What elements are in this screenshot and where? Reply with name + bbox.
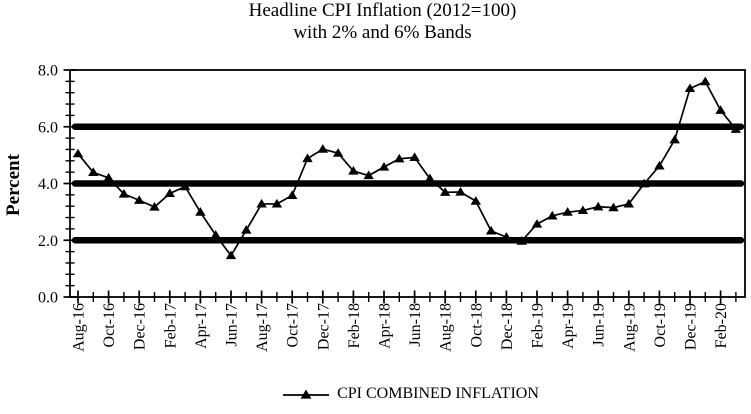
x-tick-label: Feb-20 xyxy=(713,303,730,348)
legend-label: CPI COMBINED INFLATION xyxy=(337,385,539,402)
y-tick-label: 0.0 xyxy=(38,290,58,307)
data-point-marker xyxy=(241,225,252,234)
chart-title-line1: Headline CPI Inflation (2012=100) xyxy=(248,0,517,21)
band-lines xyxy=(71,123,745,244)
data-point-marker xyxy=(470,196,481,205)
data-point-marker xyxy=(623,198,634,208)
y-tick-label: 8.0 xyxy=(38,63,58,80)
x-tick-label: Oct-19 xyxy=(652,303,669,347)
x-tick-label: Jun-18 xyxy=(407,303,424,347)
data-point-marker xyxy=(638,178,650,188)
data-point-marker xyxy=(700,76,711,86)
x-tick-label: Apr-19 xyxy=(560,303,577,349)
data-point-marker xyxy=(149,202,160,211)
data-point-marker xyxy=(332,148,344,157)
data-point-marker xyxy=(730,124,742,133)
data-point-marker xyxy=(210,230,221,239)
data-point-marker xyxy=(409,152,420,161)
x-tick-label: Aug-18 xyxy=(438,303,455,352)
x-tick-label: Aug-19 xyxy=(621,303,638,352)
x-tick-labels: Aug-16 Oct-16 Dec-16 Feb-17 Apr-17 Jun-17 Aug-… xyxy=(71,303,731,352)
y-axis-ticks xyxy=(63,69,77,298)
data-point-marker xyxy=(348,166,359,175)
x-tick-label: Dec-17 xyxy=(315,303,332,350)
data-point-marker xyxy=(302,153,313,163)
x-tick-label: Aug-16 xyxy=(71,303,88,352)
data-point-marker xyxy=(103,172,114,182)
x-tick-label: Feb-17 xyxy=(162,303,179,348)
x-tick-label: Aug-17 xyxy=(254,303,271,352)
data-point-marker xyxy=(195,207,206,216)
data-point-marker xyxy=(118,188,130,198)
data-point-marker xyxy=(547,210,558,220)
data-point-marker xyxy=(424,173,436,183)
x-tick-label: Jun-19 xyxy=(591,303,608,347)
data-point-marker xyxy=(394,153,405,163)
y-tick-label: 2.0 xyxy=(38,233,58,250)
data-point-marker xyxy=(363,170,374,180)
data-point-marker xyxy=(593,201,604,211)
legend-marker-icon xyxy=(283,389,330,399)
x-tick-label: Oct-17 xyxy=(285,303,302,347)
data-point-marker xyxy=(271,198,283,208)
chart-title-line2: with 2% and 6% Bands xyxy=(293,22,472,43)
data-point-marker xyxy=(608,202,619,212)
data-point-marker xyxy=(72,148,84,158)
x-tick-label: Dec-19 xyxy=(683,303,700,350)
data-point-marker xyxy=(378,162,390,171)
data-point-marker xyxy=(179,181,191,191)
data-point-marker xyxy=(256,198,267,208)
data-point-marker xyxy=(684,83,696,93)
x-tick-label: Jun-17 xyxy=(224,303,241,347)
y-tick-labels: 0.0 2.0 4.0 6.0 8.0 xyxy=(38,63,58,307)
data-point-marker xyxy=(317,144,328,153)
data-point-marker xyxy=(715,105,726,114)
x-tick-label: Dec-18 xyxy=(499,303,516,350)
data-point-marker xyxy=(134,195,145,204)
y-tick-label: 4.0 xyxy=(38,176,58,193)
data-point-marker xyxy=(88,167,99,177)
data-point-marker xyxy=(531,219,543,228)
data-point-marker xyxy=(577,205,589,215)
data-point-marker xyxy=(654,160,665,170)
chart-title: Headline CPI Inflation (2012=100) with 2… xyxy=(14,0,751,44)
x-tick-label: Apr-18 xyxy=(377,303,394,349)
data-point-marker xyxy=(485,225,497,235)
x-tick-label: Oct-18 xyxy=(468,303,485,347)
x-axis-ticks xyxy=(77,290,737,304)
data-point-marker xyxy=(562,207,573,216)
x-tick-label: Feb-18 xyxy=(346,303,363,348)
legend: CPI COMBINED INFLATION xyxy=(0,385,751,403)
data-point-marker xyxy=(440,187,451,196)
y-tick-label: 6.0 xyxy=(38,119,58,136)
data-point-marker xyxy=(669,134,680,144)
data-point-marker xyxy=(225,250,237,260)
data-point-marker xyxy=(287,190,298,200)
x-tick-label: Oct-16 xyxy=(101,303,118,347)
x-tick-label: Dec-16 xyxy=(132,303,149,350)
data-point-marker xyxy=(516,236,527,245)
x-tick-label: Feb-19 xyxy=(530,303,547,348)
data-point-marker xyxy=(164,188,175,198)
series-line xyxy=(77,80,737,258)
data-point-marker xyxy=(455,187,466,196)
data-series xyxy=(72,76,742,260)
x-tick-label: Apr-17 xyxy=(193,303,210,349)
data-point-marker xyxy=(501,232,512,241)
